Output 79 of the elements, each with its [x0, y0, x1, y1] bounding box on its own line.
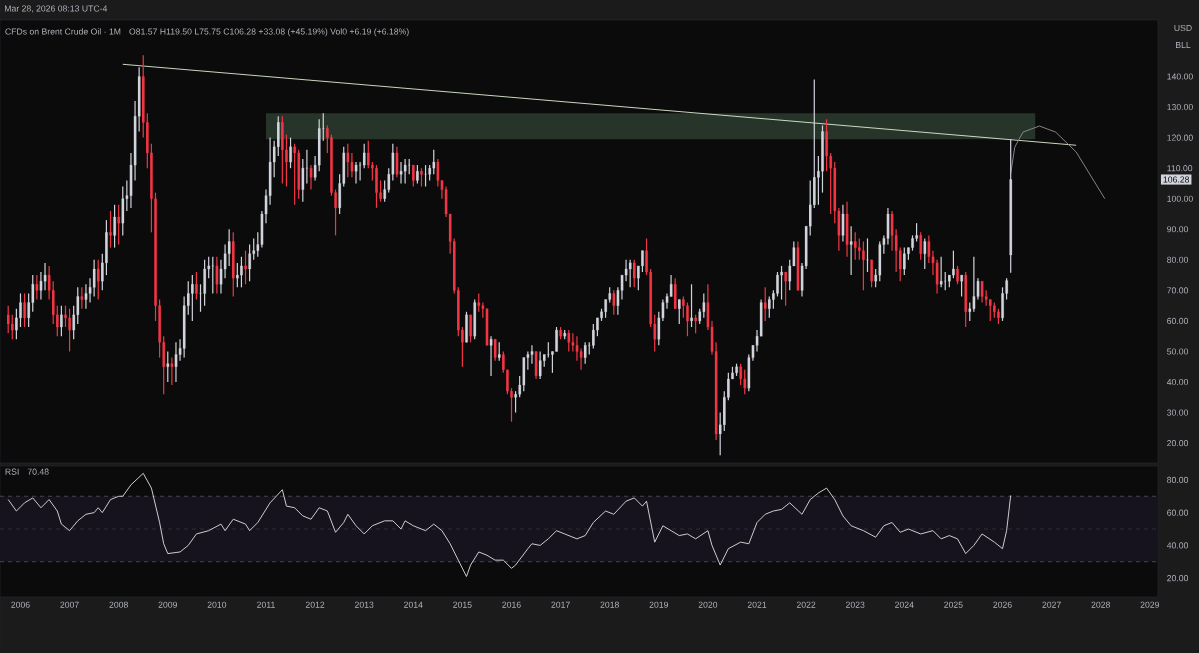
candlestick [6, 305, 10, 334]
x-tick-label: 2028 [1091, 601, 1110, 608]
candlestick [988, 298, 992, 322]
x-tick-label: 2016 [502, 601, 521, 608]
candlestick [297, 149, 301, 200]
candlestick [964, 271, 968, 328]
text: USD [1174, 24, 1192, 32]
x-tick-label: 2022 [796, 601, 816, 608]
candlestick [694, 314, 697, 334]
x-tick-label: 2008 [109, 601, 128, 608]
text: Mar 28, 2026 08:13 UTC-4 [4, 5, 108, 13]
x-tick-label: 2011 [257, 601, 275, 608]
candlestick [235, 262, 239, 288]
text: O81.57 H119.50 L75.75 C106.28 +33.08 (+45.19%) Vol0 +6.19 (+6.18%) [129, 28, 409, 37]
candlestick [10, 314, 14, 340]
x-tick-label: 2019 [649, 601, 669, 608]
candlestick [919, 231, 923, 261]
y-tick-label: 80.00 [1167, 256, 1189, 263]
x-tick-label: 2020 [698, 601, 718, 608]
x-tick-label: 2015 [453, 601, 472, 608]
y-tick-label: 90.00 [1167, 226, 1189, 233]
y-tick-label: 100.00 [1167, 195, 1193, 202]
candlestick [240, 256, 243, 288]
candlestick [690, 283, 693, 328]
candlestick [211, 256, 215, 295]
x-tick-label: 2025 [944, 601, 963, 608]
x-tick-label: 2009 [158, 601, 178, 608]
y-tick-label: 50.00 [1167, 348, 1189, 355]
x-tick-label: 2012 [305, 601, 325, 608]
x-tick-label: 2018 [600, 601, 619, 608]
candlestick [784, 271, 788, 307]
candlestick [743, 369, 747, 395]
y-tick-label: 70.00 [1167, 287, 1189, 294]
candlestick [866, 237, 869, 273]
candlestick [473, 298, 477, 340]
y-tick-label: 40.00 [1166, 542, 1189, 549]
text: CFDs on Brent Crude Oil · 1M [5, 28, 121, 35]
candlestick [735, 363, 738, 377]
x-tick-label: 2021 [747, 601, 767, 608]
x-tick-label: 2014 [404, 601, 423, 608]
candlestick [1009, 138, 1013, 274]
x-tick-label: 2027 [1042, 601, 1061, 608]
candlestick [346, 143, 350, 178]
candlestick [943, 271, 947, 291]
x-tick-label: 2023 [846, 601, 865, 608]
candlestick [117, 204, 121, 246]
candlestick [780, 265, 783, 301]
candlestick [628, 259, 632, 288]
x-tick-label: 2013 [354, 601, 374, 608]
y-tick-label: 20.00 [1167, 440, 1189, 447]
candlestick [960, 274, 963, 298]
y-tick-label: 120.00 [1167, 134, 1193, 141]
text: BLL [1176, 42, 1191, 48]
y-tick-label: 40.00 [1166, 378, 1189, 386]
annotation: 106.28 [1163, 176, 1190, 183]
x-tick-label: 2010 [207, 601, 227, 608]
y-tick-label: 80.00 [1167, 476, 1189, 483]
y-tick-label: 30.00 [1167, 409, 1189, 416]
y-tick-label: 110.00 [1167, 165, 1193, 172]
x-tick-label: 2017 [551, 601, 570, 608]
x-tick-label: 2024 [895, 601, 914, 608]
candlestick [567, 329, 571, 353]
candlestick [485, 308, 489, 346]
y-tick-label: 60.00 [1167, 317, 1189, 324]
y-tick-label: 60.00 [1167, 509, 1189, 516]
line-series [1010, 125, 1106, 200]
x-tick-label: 2007 [60, 601, 79, 608]
candlestick [64, 305, 67, 328]
x-tick-label: 2006 [11, 601, 30, 608]
chart-subtitle: 70.48 [27, 468, 49, 475]
chart-title: RSI [5, 468, 19, 475]
y-tick-label: 130.00 [1167, 104, 1193, 111]
candlestick [244, 250, 247, 285]
x-tick-label: 2029 [1140, 601, 1160, 608]
y-tick-label: 140.00 [1167, 73, 1193, 80]
candlestick [952, 250, 955, 279]
candlestick [432, 149, 436, 175]
x-tick-label: 2026 [993, 601, 1012, 608]
y-tick-label: 20.00 [1167, 575, 1189, 582]
